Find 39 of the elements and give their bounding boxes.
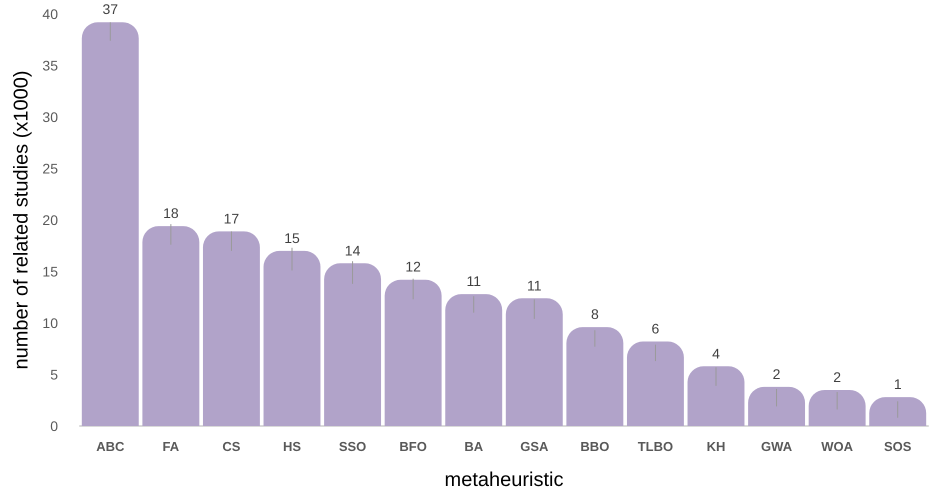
annotation: 6 (652, 320, 660, 337)
annotation: 11 (466, 273, 482, 290)
x-tick-label: HS (282, 439, 302, 454)
y-tick-label: 15 (42, 264, 58, 280)
annotation: 1 (894, 376, 902, 392)
x-tick-label: BA (464, 439, 484, 454)
x-tick-label: CS (222, 439, 241, 454)
x-tick-label: WOA (821, 439, 854, 454)
annotation: 37 (102, 1, 118, 18)
annotation: 14 (344, 242, 361, 258)
annotation: 15 (284, 230, 300, 246)
x-tick-label: SOS (884, 439, 912, 454)
annotation: 17 (224, 210, 240, 226)
y-tick-label: 40 (42, 6, 58, 22)
x-tick-label: SSO (338, 439, 366, 454)
x-tick-label: TLBO (638, 439, 674, 454)
x-tick-label: BFO (399, 439, 427, 454)
y-tick-label: 5 (50, 366, 58, 382)
annotation: 12 (405, 258, 422, 275)
y-axis-title: number of related studies (x1000) (10, 70, 33, 370)
y-tick-label: 25 (42, 160, 58, 176)
x-tick-label: KH (706, 439, 726, 454)
x-tick-label: BBO (580, 439, 610, 454)
y-tick-label: 20 (42, 212, 58, 228)
y-tick-label: 10 (42, 315, 58, 331)
annotation: 4 (712, 345, 720, 362)
x-tick-label: GSA (520, 439, 549, 454)
annotation: 11 (527, 277, 542, 294)
annotation: 2 (772, 366, 781, 382)
x-axis-title: metaheuristic (444, 469, 564, 491)
x-tick-label: GWA (761, 439, 793, 454)
x-tick-label: ABC (96, 439, 125, 454)
annotation: 8 (590, 306, 599, 322)
y-tick-label: 30 (42, 109, 58, 125)
y-tick-label: 35 (42, 58, 58, 74)
annotation: 18 (163, 205, 179, 222)
x-tick-label: FA (162, 439, 180, 454)
annotation: 2 (833, 368, 842, 385)
y-tick-label: 0 (50, 418, 58, 434)
